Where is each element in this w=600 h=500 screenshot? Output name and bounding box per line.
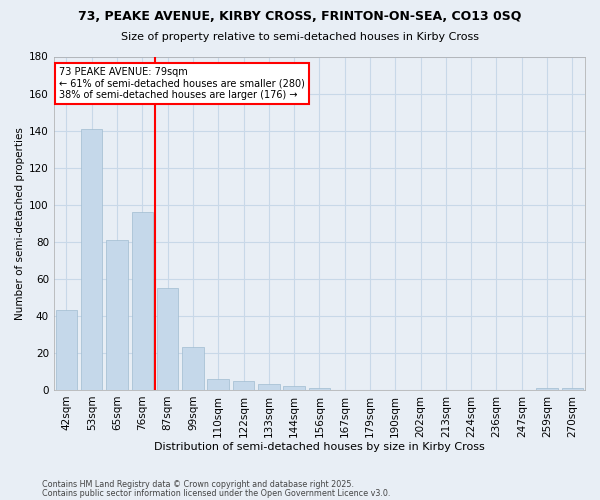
Bar (308, 388, 330, 390)
Bar (106, 240, 128, 390)
Bar (56, 310, 77, 390)
Bar (157, 288, 178, 390)
Bar (258, 384, 280, 390)
Text: Contains HM Land Registry data © Crown copyright and database right 2025.: Contains HM Land Registry data © Crown c… (42, 480, 354, 489)
Bar (131, 212, 153, 390)
Bar (233, 380, 254, 390)
Bar (182, 348, 203, 390)
Text: Contains public sector information licensed under the Open Government Licence v3: Contains public sector information licen… (42, 490, 391, 498)
Bar (81, 128, 103, 390)
Text: 73 PEAKE AVENUE: 79sqm
← 61% of semi-detached houses are smaller (280)
38% of se: 73 PEAKE AVENUE: 79sqm ← 61% of semi-det… (59, 66, 305, 100)
Bar (208, 379, 229, 390)
X-axis label: Distribution of semi-detached houses by size in Kirby Cross: Distribution of semi-detached houses by … (154, 442, 485, 452)
Bar (283, 386, 305, 390)
Bar (536, 388, 558, 390)
Y-axis label: Number of semi-detached properties: Number of semi-detached properties (15, 127, 25, 320)
Bar (562, 388, 583, 390)
Text: 73, PEAKE AVENUE, KIRBY CROSS, FRINTON-ON-SEA, CO13 0SQ: 73, PEAKE AVENUE, KIRBY CROSS, FRINTON-O… (79, 10, 521, 23)
Text: Size of property relative to semi-detached houses in Kirby Cross: Size of property relative to semi-detach… (121, 32, 479, 42)
